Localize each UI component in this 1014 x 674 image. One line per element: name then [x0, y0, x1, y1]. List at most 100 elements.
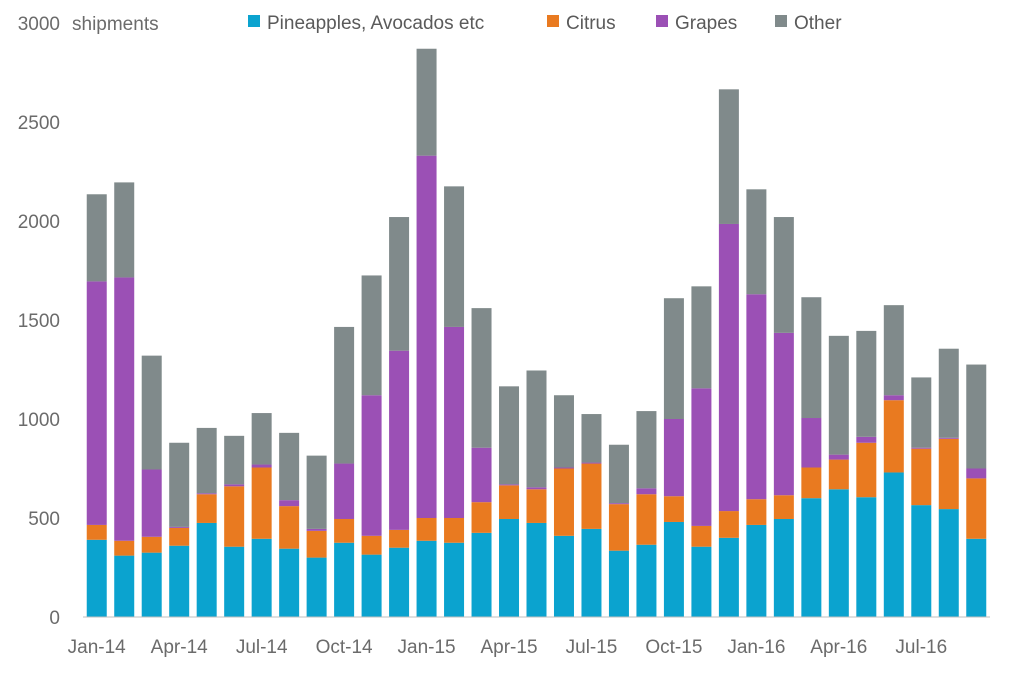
bar-segment-other-apr-16 — [828, 335, 849, 455]
bar-segment-citrus-jun-14 — [224, 486, 245, 547]
bar-segment-grapes-jan-16 — [746, 294, 767, 500]
bar-segment-other-apr-14 — [169, 442, 190, 527]
y-axis-ticks: 0 500 1000 1500 2000 2500 3000 — [18, 14, 60, 629]
bar-segment-other-nov-15 — [691, 286, 712, 389]
bar-segment-other-sep-14 — [306, 455, 327, 529]
legend-swatch — [547, 15, 559, 27]
bar-segment-pineapples-avocados-etc-feb-14 — [114, 555, 135, 617]
x-tick-label: Jan-14 — [68, 637, 127, 658]
bar-segment-other-jul-15 — [581, 414, 602, 463]
bar-segment-pineapples-avocados-etc-feb-16 — [773, 518, 794, 617]
bar-segment-other-feb-14 — [114, 182, 135, 278]
bar-segment-other-dec-14 — [389, 217, 410, 351]
bar-segment-grapes-mar-16 — [801, 418, 822, 468]
bar-segment-citrus-jan-16 — [746, 499, 767, 525]
bar-segment-pineapples-avocados-etc-jan-15 — [416, 540, 437, 617]
legend-label: Pineapples, Avocados etc — [267, 13, 484, 34]
bar-segment-pineapples-avocados-etc-mar-15 — [471, 532, 492, 617]
bar-segment-citrus-jun-16 — [883, 400, 904, 473]
x-tick-label: Oct-14 — [316, 637, 373, 658]
bar-segment-citrus-mar-14 — [141, 536, 162, 553]
bar-segment-other-jan-15 — [416, 48, 437, 156]
bar-segment-other-jul-14 — [251, 413, 272, 465]
x-tick-label: Jan-15 — [398, 637, 456, 658]
bar-segment-pineapples-avocados-etc-nov-15 — [691, 546, 712, 617]
bar-segment-grapes-jun-16 — [883, 395, 904, 401]
bar-segment-citrus-apr-14 — [169, 527, 190, 546]
bar-segment-grapes-jul-16 — [911, 447, 932, 449]
y-tick-label: 500 — [28, 509, 60, 530]
bars-group — [86, 48, 987, 617]
bar-segment-grapes-apr-15 — [499, 484, 520, 486]
bar-segment-grapes-jun-15 — [553, 467, 574, 469]
bar-segment-citrus-sep-15 — [636, 494, 657, 545]
bar-segment-citrus-feb-15 — [444, 518, 465, 543]
y-tick-label: 1000 — [18, 410, 60, 431]
bar-segment-pineapples-avocados-etc-jun-16 — [883, 472, 904, 617]
bar-segment-pineapples-avocados-etc-nov-14 — [361, 554, 382, 617]
bar-segment-grapes-feb-16 — [773, 332, 794, 496]
bar-segment-citrus-dec-15 — [718, 511, 739, 538]
bar-segment-other-nov-14 — [361, 275, 382, 396]
bar-segment-grapes-jan-14 — [86, 281, 107, 525]
x-tick-label: Jul-14 — [236, 637, 288, 658]
bar-segment-citrus-sep-14 — [306, 530, 327, 558]
bar-segment-citrus-oct-15 — [663, 496, 684, 522]
bar-segment-pineapples-avocados-etc-oct-14 — [334, 542, 355, 617]
bar-segment-citrus-aug-15 — [608, 504, 629, 551]
bar-segment-citrus-feb-16 — [773, 495, 794, 519]
x-tick-label: Apr-16 — [810, 637, 867, 658]
bar-segment-citrus-aug-14 — [279, 506, 300, 549]
bar-segment-citrus-jul-16 — [911, 448, 932, 506]
bar-segment-pineapples-avocados-etc-apr-14 — [169, 545, 190, 617]
bar-segment-other-may-16 — [856, 330, 877, 437]
bar-segment-other-oct-15 — [663, 298, 684, 419]
bar-segment-grapes-jun-14 — [224, 484, 245, 487]
bar-segment-grapes-aug-15 — [608, 503, 629, 505]
y-tick-label: 3000 — [18, 14, 60, 35]
bar-segment-other-jul-16 — [911, 377, 932, 448]
bar-segment-grapes-nov-14 — [361, 395, 382, 536]
legend-label: Other — [794, 13, 842, 34]
y-tick-label: 0 — [49, 608, 60, 629]
bar-segment-other-dec-15 — [718, 89, 739, 224]
bar-segment-pineapples-avocados-etc-apr-15 — [499, 518, 520, 617]
bar-segment-pineapples-avocados-etc-jan-16 — [746, 524, 767, 617]
bar-segment-grapes-may-14 — [196, 493, 217, 495]
y-axis-label: shipments — [72, 14, 159, 35]
bar-segment-pineapples-avocados-etc-apr-16 — [828, 489, 849, 617]
bar-segment-other-jan-16 — [746, 189, 767, 295]
bar-segment-citrus-nov-15 — [691, 525, 712, 547]
bar-segment-citrus-jul-14 — [251, 467, 272, 539]
bar-segment-citrus-sep-16 — [966, 478, 987, 539]
bar-segment-pineapples-avocados-etc-oct-15 — [663, 521, 684, 617]
bar-segment-grapes-nov-15 — [691, 388, 712, 526]
bar-segment-pineapples-avocados-etc-jul-15 — [581, 528, 602, 617]
bar-segment-citrus-aug-16 — [938, 438, 959, 510]
x-tick-label: Apr-15 — [480, 637, 537, 658]
bar-segment-grapes-dec-15 — [718, 223, 739, 512]
bar-segment-grapes-oct-15 — [663, 419, 684, 497]
x-tick-label: Jan-16 — [727, 637, 785, 658]
bar-segment-grapes-aug-14 — [279, 500, 300, 507]
bar-segment-citrus-jun-15 — [553, 468, 574, 536]
x-tick-label: Apr-14 — [151, 637, 208, 658]
legend: Pineapples, Avocados etc Citrus Grapes Othe… — [248, 13, 842, 34]
bar-segment-pineapples-avocados-etc-sep-15 — [636, 544, 657, 617]
bar-segment-grapes-sep-14 — [306, 528, 327, 531]
bar-segment-pineapples-avocados-etc-jun-14 — [224, 546, 245, 617]
bar-segment-grapes-dec-14 — [389, 350, 410, 530]
bar-segment-other-jun-15 — [553, 395, 574, 468]
bar-segment-grapes-oct-14 — [334, 463, 355, 519]
legend-label: Citrus — [566, 13, 616, 34]
bar-segment-pineapples-avocados-etc-jun-15 — [553, 535, 574, 617]
legend-swatch — [656, 15, 668, 27]
bar-segment-pineapples-avocados-etc-aug-14 — [279, 548, 300, 617]
bar-segment-grapes-mar-14 — [141, 469, 162, 537]
bar-segment-grapes-jan-15 — [416, 155, 437, 518]
bar-segment-other-jun-16 — [883, 305, 904, 396]
bar-segment-grapes-jul-14 — [251, 464, 272, 468]
legend-swatch — [775, 15, 787, 27]
bar-segment-other-feb-16 — [773, 217, 794, 333]
bar-segment-citrus-dec-14 — [389, 529, 410, 548]
